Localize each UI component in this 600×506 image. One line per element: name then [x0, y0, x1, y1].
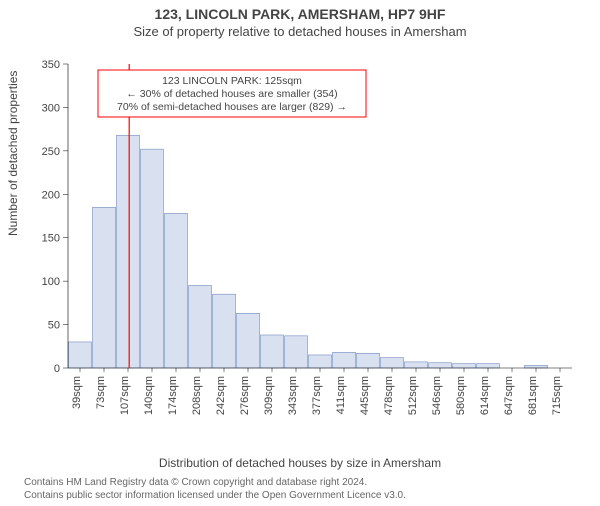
svg-text:208sqm: 208sqm	[191, 376, 203, 415]
histogram-bar	[117, 135, 140, 368]
svg-text:250: 250	[42, 146, 60, 158]
histogram-bar	[453, 364, 476, 368]
svg-text:107sqm: 107sqm	[119, 376, 131, 415]
svg-text:140sqm: 140sqm	[143, 376, 155, 415]
svg-text:200: 200	[42, 189, 60, 201]
svg-text:546sqm: 546sqm	[431, 376, 443, 415]
svg-text:350: 350	[42, 59, 60, 71]
svg-text:100: 100	[42, 276, 60, 288]
annotation-line: 123 LINCOLN PARK: 125sqm	[162, 75, 302, 87]
plot-area: 05010015020025030035039sqm73sqm107sqm140…	[68, 58, 578, 418]
svg-text:647sqm: 647sqm	[503, 376, 515, 415]
histogram-bar	[405, 362, 428, 368]
svg-text:150: 150	[42, 233, 60, 245]
histogram-bar	[309, 355, 332, 368]
svg-text:681sqm: 681sqm	[527, 376, 539, 415]
annotation-line: 70% of semi-detached houses are larger (…	[117, 101, 347, 113]
histogram-bar	[237, 313, 260, 368]
histogram-bar	[381, 358, 404, 368]
histogram-bar	[69, 342, 92, 368]
histogram-bar	[357, 353, 380, 368]
svg-text:445sqm: 445sqm	[359, 376, 371, 415]
svg-text:309sqm: 309sqm	[263, 376, 275, 415]
chart-container: 123, LINCOLN PARK, AMERSHAM, HP7 9HF Siz…	[0, 6, 600, 506]
svg-text:276sqm: 276sqm	[239, 376, 251, 415]
chart-title-address: 123, LINCOLN PARK, AMERSHAM, HP7 9HF	[0, 6, 600, 22]
svg-text:377sqm: 377sqm	[311, 376, 323, 415]
histogram-bar	[189, 285, 212, 368]
histogram-bar	[525, 365, 548, 368]
histogram-bar	[165, 213, 188, 368]
histogram-bar	[429, 363, 452, 368]
svg-text:411sqm: 411sqm	[335, 376, 347, 414]
histogram-bar	[93, 207, 116, 368]
svg-text:478sqm: 478sqm	[383, 376, 395, 415]
histogram-bar	[213, 294, 236, 368]
svg-text:39sqm: 39sqm	[71, 376, 83, 409]
footer-line-2: Contains public sector information licen…	[24, 490, 592, 503]
svg-text:614sqm: 614sqm	[479, 376, 491, 415]
annotation-line: ← 30% of detached houses are smaller (35…	[126, 88, 337, 100]
histogram-svg: 05010015020025030035039sqm73sqm107sqm140…	[68, 58, 578, 418]
svg-text:300: 300	[42, 102, 60, 114]
svg-text:715sqm: 715sqm	[551, 376, 563, 415]
x-axis-label: Distribution of detached houses by size …	[0, 456, 600, 470]
chart-title-sub: Size of property relative to detached ho…	[0, 24, 600, 39]
footer-attribution: Contains HM Land Registry data © Crown c…	[24, 477, 592, 502]
histogram-bar	[333, 352, 356, 368]
svg-text:0: 0	[54, 363, 60, 375]
svg-text:512sqm: 512sqm	[407, 376, 419, 415]
footer-line-1: Contains HM Land Registry data © Crown c…	[24, 477, 592, 490]
histogram-bar	[477, 364, 500, 368]
histogram-bar	[261, 335, 284, 368]
svg-text:580sqm: 580sqm	[455, 376, 467, 415]
svg-text:73sqm: 73sqm	[95, 376, 107, 409]
histogram-bar	[285, 336, 308, 368]
y-axis-label: Number of detached properties	[6, 71, 20, 236]
svg-text:343sqm: 343sqm	[287, 376, 299, 415]
svg-text:174sqm: 174sqm	[167, 376, 179, 415]
histogram-bar	[141, 149, 164, 368]
svg-text:242sqm: 242sqm	[215, 376, 227, 415]
svg-text:50: 50	[48, 320, 60, 332]
